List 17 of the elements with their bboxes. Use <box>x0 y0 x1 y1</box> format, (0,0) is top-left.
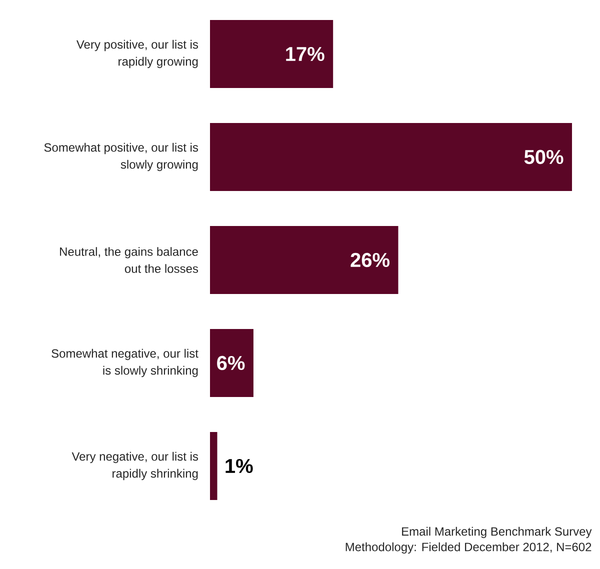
y-tick-label: Very positive, our list is rapidly growing <box>76 40 198 68</box>
bar <box>210 432 218 500</box>
text: Methodology: Fielded December 2012, N=602 <box>346 542 592 554</box>
y-tick-label: Somewhat negative, our list is slowly shrinking <box>52 348 198 378</box>
data-label: 50% <box>524 150 564 164</box>
data-label: 6% <box>217 356 245 370</box>
bar <box>210 226 398 294</box>
bar <box>210 20 334 88</box>
y-tick-label: Somewhat positive, our list is slowly growing <box>44 142 198 172</box>
y-tick-label: Neutral, the gains balance out the losses <box>60 247 198 273</box>
bar <box>210 123 572 192</box>
data-label: 1% <box>226 458 253 474</box>
text: Email Marketing Benchmark Survey <box>402 526 592 538</box>
y-tick-label: Very negative, our list is rapidly shrinking <box>72 452 198 480</box>
data-label: 17% <box>286 46 324 62</box>
bar <box>210 329 254 398</box>
data-label: 26% <box>350 252 390 268</box>
